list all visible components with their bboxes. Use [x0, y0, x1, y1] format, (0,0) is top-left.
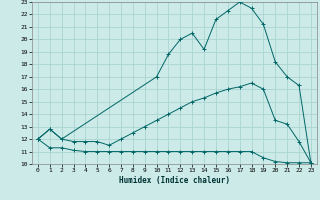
X-axis label: Humidex (Indice chaleur): Humidex (Indice chaleur): [119, 176, 230, 185]
